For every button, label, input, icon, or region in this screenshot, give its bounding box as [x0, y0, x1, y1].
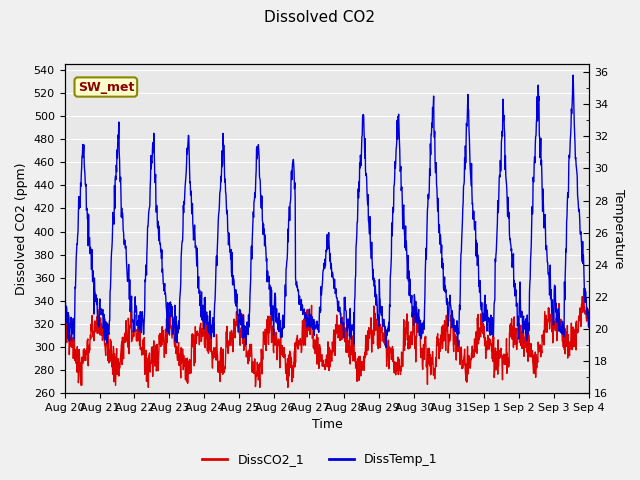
Legend: DissCO2_1, DissTemp_1: DissCO2_1, DissTemp_1	[197, 448, 443, 471]
Text: SW_met: SW_met	[77, 81, 134, 94]
X-axis label: Time: Time	[312, 419, 342, 432]
Y-axis label: Temperature: Temperature	[612, 189, 625, 268]
Text: Dissolved CO2: Dissolved CO2	[264, 10, 376, 24]
Y-axis label: Dissolved CO2 (ppm): Dissolved CO2 (ppm)	[15, 162, 28, 295]
